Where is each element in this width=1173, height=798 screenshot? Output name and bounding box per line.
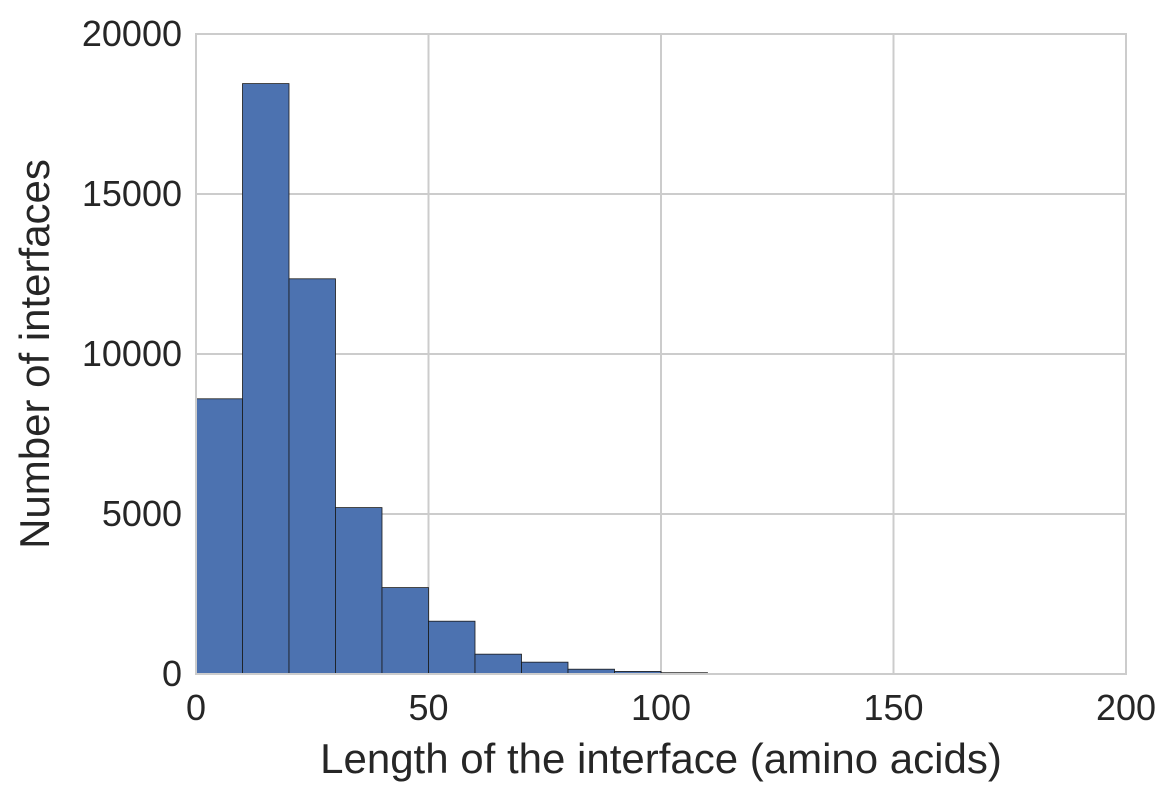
x-tick-label: 100 (631, 687, 691, 728)
y-tick-labels: 0 5000 10000 15000 20000 (82, 13, 182, 694)
histogram-bar (242, 83, 290, 675)
y-axis-label: Number of interfaces (11, 159, 58, 549)
histogram-bar (474, 653, 522, 675)
histogram-bar (288, 278, 336, 675)
histogram-bar (335, 507, 383, 675)
y-tick-label: 15000 (82, 173, 182, 214)
histogram-bar (195, 398, 243, 675)
histogram-bar (428, 620, 476, 675)
x-tick-labels: 0 50 100 150 200 (186, 687, 1156, 728)
y-tick-label: 20000 (82, 13, 182, 54)
plot-frame (195, 33, 1127, 675)
histogram-bar (381, 587, 429, 675)
y-tick-label: 0 (162, 653, 182, 694)
x-tick-label: 50 (408, 687, 448, 728)
x-tick-label: 150 (863, 687, 923, 728)
y-tick-label: 5000 (102, 493, 182, 534)
x-tick-label: 200 (1096, 687, 1156, 728)
histogram-bar (521, 661, 569, 675)
y-tick-label: 10000 (82, 333, 182, 374)
bars (195, 83, 708, 675)
x-tick-label: 0 (186, 687, 206, 728)
x-axis-label: Length of the interface (amino acids) (320, 735, 1002, 782)
